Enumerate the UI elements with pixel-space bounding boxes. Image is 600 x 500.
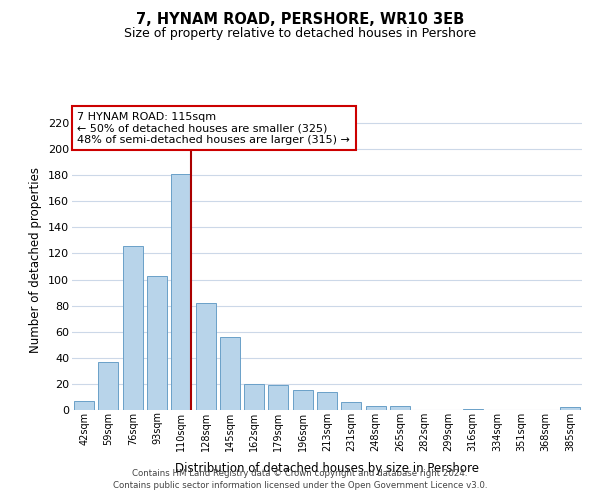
Bar (147, 276, 167, 410)
Y-axis label: Number of detached properties: Number of detached properties (29, 167, 43, 353)
Bar (390, 406, 410, 410)
Bar (560, 408, 580, 410)
Bar (244, 384, 264, 410)
Bar (317, 392, 337, 410)
Bar (74, 401, 94, 410)
Bar (98, 362, 118, 410)
Bar (196, 303, 215, 410)
Text: Contains HM Land Registry data © Crown copyright and database right 2024.: Contains HM Land Registry data © Crown c… (132, 468, 468, 477)
Bar (341, 402, 361, 410)
Bar (268, 385, 289, 410)
Text: Size of property relative to detached houses in Pershore: Size of property relative to detached ho… (124, 28, 476, 40)
Text: 7 HYNAM ROAD: 115sqm
← 50% of detached houses are smaller (325)
48% of semi-deta: 7 HYNAM ROAD: 115sqm ← 50% of detached h… (77, 112, 350, 144)
Text: Contains public sector information licensed under the Open Government Licence v3: Contains public sector information licen… (113, 481, 487, 490)
Bar (220, 337, 240, 410)
Bar (463, 408, 482, 410)
Bar (365, 406, 386, 410)
Text: 7, HYNAM ROAD, PERSHORE, WR10 3EB: 7, HYNAM ROAD, PERSHORE, WR10 3EB (136, 12, 464, 28)
Bar (123, 246, 143, 410)
Bar (293, 390, 313, 410)
X-axis label: Distribution of detached houses by size in Pershore: Distribution of detached houses by size … (175, 462, 479, 475)
Bar (172, 174, 191, 410)
